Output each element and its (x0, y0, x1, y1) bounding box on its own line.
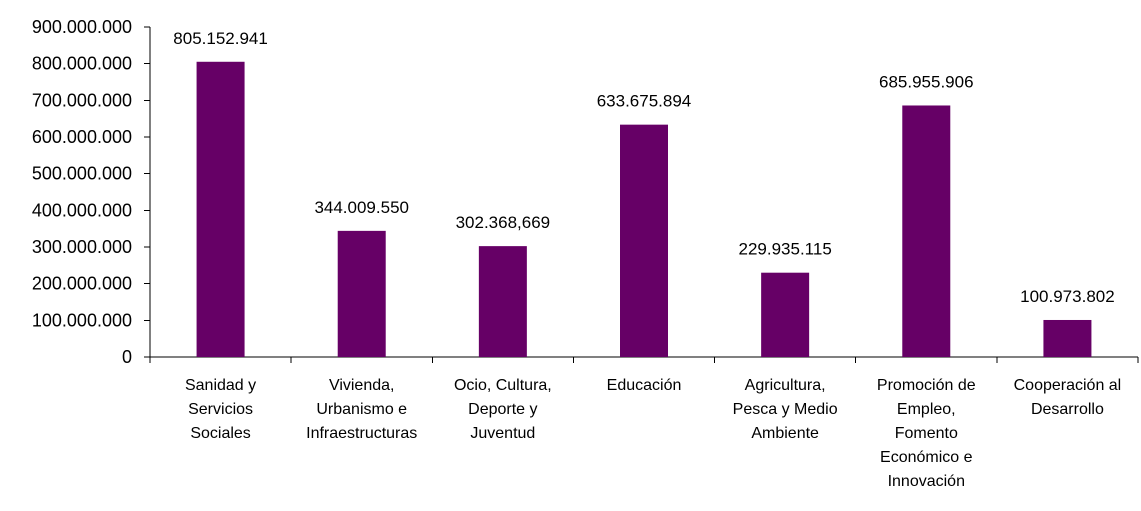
category-label-line: Infraestructuras (306, 425, 417, 442)
y-tick-label: 600.000.000 (32, 127, 132, 147)
data-label: 633.675.894 (597, 92, 692, 111)
y-axis: 0 100.000.000 200.000.000 300.000.000 400.00… (32, 17, 151, 367)
bar (196, 61, 245, 358)
y-tick-label: 700.000.000 (32, 90, 132, 110)
data-label: 100.973.802 (1020, 287, 1115, 306)
y-tick-label: 0 (122, 347, 132, 367)
y-tick-label: 200.000.000 (32, 274, 132, 294)
y-tick-label: 100.000.000 (32, 310, 132, 330)
bar (761, 272, 810, 357)
category-label-line: Agricultura, (745, 377, 826, 394)
category-label: Cooperación al Desarrollo (1014, 377, 1122, 418)
category-label-line: Fomento (895, 425, 958, 442)
bar (620, 124, 668, 357)
y-tick-label: 900.000.000 (32, 17, 132, 37)
category-label-line: Empleo, (897, 401, 956, 418)
category-label-line: Sanidad y (185, 377, 256, 394)
y-tick-label: 300.000.000 (32, 237, 132, 257)
category-label: Promoción de Empleo, Fomento Económico e Inn… (877, 377, 976, 490)
category-label-line: Juventud (470, 425, 535, 442)
category-label: Educación (607, 377, 682, 394)
bar (902, 105, 951, 357)
category-label: Vivienda, Urbanismo e Infraestructuras (306, 377, 417, 442)
category-label-line: Promoción de (877, 377, 976, 394)
category-label-line: Ambiente (751, 425, 819, 442)
category-label: Agricultura, Pesca y Medio Ambiente (733, 377, 838, 442)
y-tick-label: 800.000.000 (32, 54, 132, 74)
data-label: 229.935.115 (739, 240, 832, 259)
category-label-line: Deporte y (468, 401, 537, 418)
category-label-line: Ocio, Cultura, (454, 377, 552, 394)
data-label: 685.955.906 (879, 72, 974, 91)
category-label-line: Cooperación al (1014, 377, 1122, 394)
category-label-line: Urbanismo e (316, 401, 407, 418)
category-label: Sanidad y Servicios Sociales (185, 377, 256, 442)
category-label-line: Educación (607, 377, 682, 394)
bar (1043, 319, 1092, 357)
data-label: 344.009.550 (314, 198, 409, 217)
category-label-line: Vivienda, (329, 377, 395, 394)
category-label-line: Sociales (190, 425, 250, 442)
category-label: Ocio, Cultura, Deporte y Juventud (454, 377, 552, 442)
category-label-line: Pesca y Medio (733, 401, 838, 418)
category-label-line: Servicios (188, 401, 253, 418)
y-tick-label: 400.000.000 (32, 200, 132, 220)
bars (196, 61, 1092, 358)
category-label-line: Innovación (888, 473, 965, 490)
data-labels: 805.152.941 344.009.550 302.368,669 633.675… (173, 29, 1114, 306)
x-axis (149, 356, 1139, 363)
data-label: 805.152.941 (173, 29, 268, 48)
category-label-line: Desarrollo (1031, 401, 1104, 418)
bar (478, 246, 527, 357)
y-tick-label: 500.000.000 (32, 164, 132, 184)
bar (337, 230, 386, 357)
category-label-line: Económico e (880, 449, 973, 466)
category-labels: Sanidad y Servicios Sociales Vivienda, Urban… (185, 377, 1121, 490)
data-label: 302.368,669 (456, 213, 551, 232)
